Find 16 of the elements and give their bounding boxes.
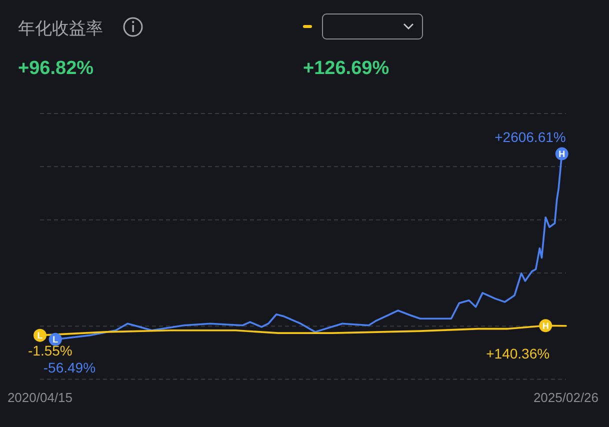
annotation: H (542, 320, 549, 331)
annotations[2]: H (555, 147, 568, 160)
annotations[0]: +96.82% (18, 58, 94, 79)
annotations[5]: -56.49% (43, 359, 96, 376)
annotation: L (37, 330, 44, 341)
annotations[4]: L (48, 332, 62, 346)
annotations[6]: L (34, 328, 46, 342)
annotations[9]: +140.36% (486, 346, 550, 362)
xticks[0]: 2020/04/15 (7, 390, 73, 405)
annotations[8]: H (539, 319, 552, 332)
title: 年化收益率 (18, 19, 103, 38)
annotation: H (558, 149, 566, 160)
annotation: L (52, 334, 59, 345)
xticks[1]: 2025/02/26 (533, 390, 599, 405)
annotations[3]: +2606.61% (494, 128, 566, 145)
annotations[1]: +126.69% (303, 58, 390, 79)
